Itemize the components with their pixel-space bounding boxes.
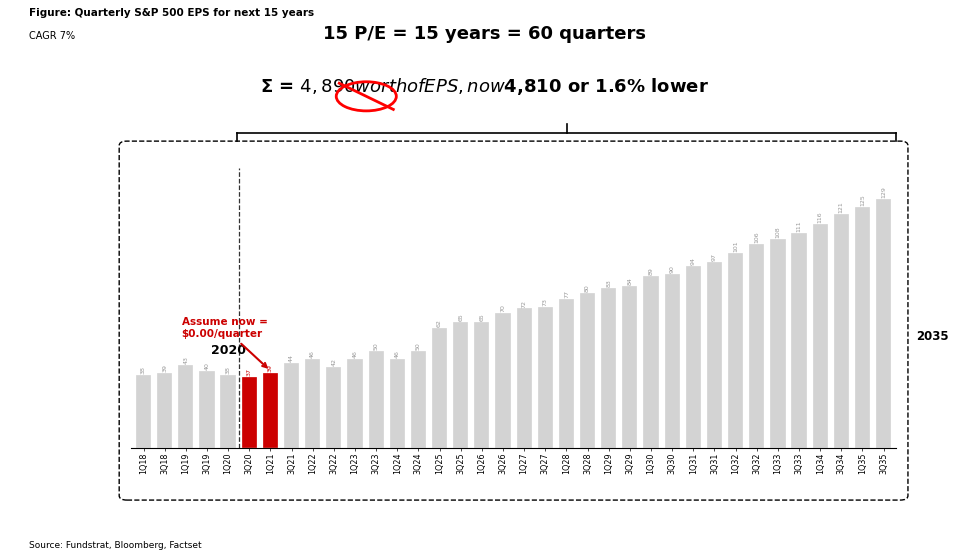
- Text: 39: 39: [162, 364, 167, 372]
- Bar: [327, 367, 341, 448]
- Bar: [665, 274, 680, 448]
- Text: 116: 116: [818, 211, 823, 223]
- Text: 50: 50: [374, 343, 379, 351]
- Text: 50: 50: [416, 343, 421, 351]
- Text: 38: 38: [226, 366, 231, 374]
- Bar: [516, 309, 532, 448]
- Bar: [643, 277, 659, 448]
- Text: 2035: 2035: [916, 329, 949, 343]
- Text: Source: Fundstrat, Bloomberg, Factset: Source: Fundstrat, Bloomberg, Factset: [29, 541, 202, 550]
- Text: 72: 72: [521, 300, 526, 307]
- Bar: [770, 239, 786, 448]
- Text: 46: 46: [310, 351, 315, 358]
- Text: 62: 62: [437, 320, 442, 328]
- Bar: [622, 286, 638, 448]
- Bar: [706, 262, 722, 448]
- Text: 73: 73: [543, 298, 547, 306]
- Text: 90: 90: [670, 265, 674, 273]
- Bar: [368, 352, 384, 448]
- Bar: [495, 313, 511, 448]
- Bar: [813, 223, 828, 448]
- Bar: [178, 365, 194, 448]
- Text: 65: 65: [480, 313, 484, 321]
- Text: 125: 125: [860, 195, 865, 207]
- Bar: [792, 234, 806, 448]
- Bar: [390, 359, 405, 448]
- Bar: [855, 207, 870, 448]
- Text: 94: 94: [691, 257, 696, 265]
- Bar: [538, 307, 553, 448]
- Bar: [833, 214, 849, 448]
- Bar: [580, 293, 595, 448]
- Text: 84: 84: [627, 277, 633, 285]
- Text: 37: 37: [247, 367, 252, 376]
- Text: 40: 40: [204, 362, 209, 370]
- Text: 43: 43: [183, 356, 188, 364]
- Text: 65: 65: [458, 314, 463, 321]
- Text: Σ = $4,890 worth of EPS, now $4,810 or 1.6% lower: Σ = $4,890 worth of EPS, now $4,810 or 1…: [260, 76, 709, 97]
- Bar: [200, 371, 214, 448]
- Text: 46: 46: [353, 351, 358, 358]
- Bar: [263, 373, 278, 448]
- Bar: [221, 375, 235, 448]
- Text: Assume now =
$0.00/quarter: Assume now = $0.00/quarter: [181, 318, 267, 367]
- Bar: [559, 298, 574, 448]
- Text: 89: 89: [648, 268, 653, 276]
- Text: 44: 44: [289, 354, 294, 362]
- Bar: [157, 373, 172, 448]
- Bar: [686, 266, 701, 448]
- Text: 108: 108: [775, 226, 780, 238]
- Bar: [305, 359, 321, 448]
- Bar: [749, 244, 765, 448]
- Text: 121: 121: [839, 201, 844, 213]
- Bar: [728, 253, 743, 448]
- Text: 129: 129: [881, 186, 886, 198]
- Bar: [453, 322, 468, 448]
- Bar: [241, 376, 257, 448]
- Text: 46: 46: [394, 351, 400, 358]
- Text: CAGR 7%: CAGR 7%: [29, 31, 76, 41]
- Bar: [284, 363, 299, 448]
- Text: Figure: Quarterly S&P 500 EPS for next 15 years: Figure: Quarterly S&P 500 EPS for next 1…: [29, 8, 314, 18]
- Text: 80: 80: [585, 284, 590, 292]
- Bar: [432, 328, 447, 448]
- Bar: [474, 321, 489, 448]
- Text: 38: 38: [141, 366, 146, 374]
- Bar: [136, 375, 151, 448]
- Bar: [876, 199, 891, 448]
- Text: 15 P/E = 15 years = 60 quarters: 15 P/E = 15 years = 60 quarters: [323, 25, 646, 43]
- Text: 83: 83: [607, 279, 611, 287]
- Text: 111: 111: [797, 221, 801, 232]
- Text: 77: 77: [564, 290, 569, 297]
- Text: 70: 70: [501, 305, 506, 312]
- Text: 97: 97: [712, 253, 717, 260]
- Bar: [601, 288, 616, 448]
- Text: 42: 42: [331, 358, 336, 366]
- Text: 2020: 2020: [210, 344, 245, 357]
- Text: 106: 106: [754, 231, 760, 243]
- Bar: [347, 359, 362, 448]
- Bar: [411, 352, 426, 448]
- Text: 39: 39: [267, 364, 273, 372]
- Text: 101: 101: [734, 240, 738, 252]
